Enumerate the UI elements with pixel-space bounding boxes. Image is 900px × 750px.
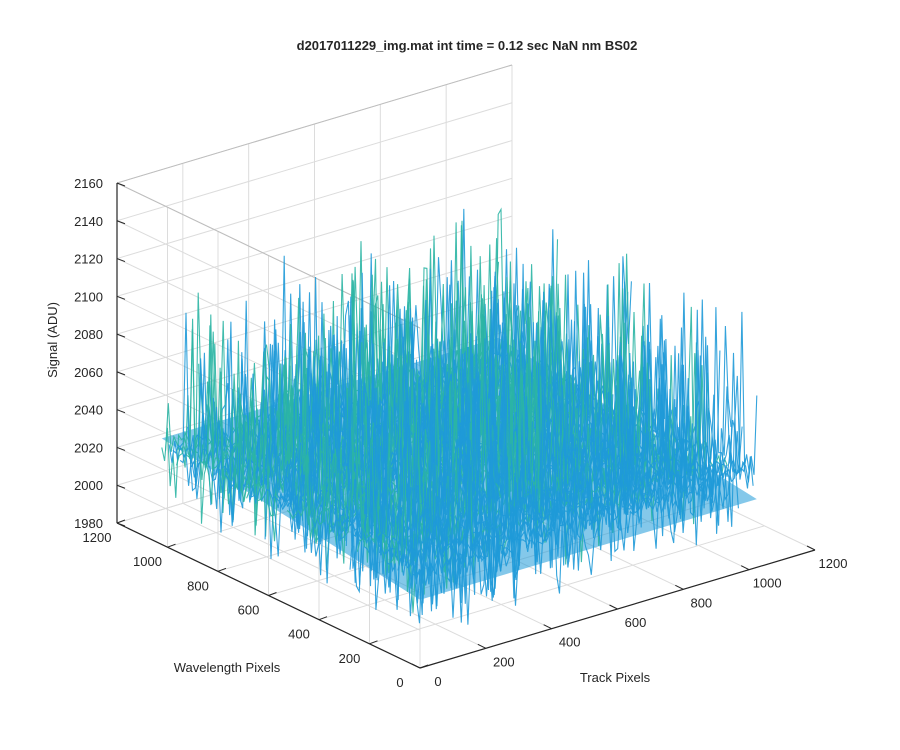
z-tick-mark (116, 522, 126, 527)
back-right-gridline-z (116, 215, 513, 335)
z-tick-mark (116, 484, 126, 489)
x-tick-label: 200 (493, 654, 515, 669)
back-left-gridline-z (116, 484, 421, 631)
back-top-edge (116, 182, 421, 329)
z-axis-label: Signal (ADU) (45, 302, 60, 378)
x-tick-label: 1200 (819, 556, 848, 571)
z-tick-mark (116, 295, 126, 300)
x-tick-label: 800 (690, 595, 712, 610)
z-tick-mark (116, 371, 126, 376)
x-tick-label: 400 (559, 635, 581, 650)
x-tick-mark (675, 584, 684, 590)
y-tick-label: 1000 (133, 554, 162, 569)
z-tick-mark (116, 182, 126, 187)
back-right-gridline-z (116, 177, 513, 297)
x-tick-label: 0 (434, 674, 441, 689)
z-tick-mark (116, 446, 126, 451)
y-tick-mark (116, 519, 126, 524)
back-right-gridline-z (116, 140, 513, 260)
axis-layer: 0 200 400 600 800 1000 1200 0 200 400 600 800 1000 12… (74, 176, 847, 690)
z-tick-label: 1980 (74, 516, 103, 531)
y-tick-label: 800 (187, 578, 209, 593)
z-tick-label: 2140 (74, 214, 103, 229)
x-tick-mark (543, 624, 552, 630)
y-tick-label: 1200 (83, 530, 112, 545)
z-tick-label: 2000 (74, 478, 103, 493)
y-tick-mark (268, 592, 277, 596)
surface-layer (161, 207, 758, 625)
y-tick-mark (318, 616, 328, 621)
z-tick-mark (116, 258, 126, 263)
y-tick-label: 200 (339, 651, 361, 666)
surface-trace (401, 307, 739, 605)
y-tick-label: 0 (396, 675, 403, 690)
back-top-edge (116, 64, 513, 184)
z-tick-mark (116, 220, 126, 225)
back-right-gridline-z (116, 102, 513, 222)
z-tick-mark (116, 409, 126, 414)
z-tick-label: 2040 (74, 403, 103, 418)
x-tick-label: 1000 (753, 576, 782, 591)
z-tick-label: 2080 (74, 327, 103, 342)
x-tick-mark (609, 604, 618, 610)
x-tick-label: 600 (625, 615, 647, 630)
z-tick-label: 2060 (74, 365, 103, 380)
surface-trace (416, 311, 754, 623)
y-tick-label: 400 (288, 627, 310, 642)
z-tick-label: 2160 (74, 176, 103, 191)
x-tick-mark (806, 545, 816, 551)
surface-trace (412, 368, 750, 591)
z-tick-label: 2100 (74, 289, 103, 304)
y-tick-mark (369, 640, 378, 645)
x-tick-mark (477, 643, 487, 649)
x-axis-label: Track Pixels (580, 670, 651, 685)
z-tick-label: 2020 (74, 440, 103, 455)
floor-gridline-y (369, 525, 765, 645)
surface-trace (397, 345, 736, 604)
surface-trace (419, 395, 758, 607)
y-axis-label: Wavelength Pixels (174, 660, 281, 675)
y-tick-mark (217, 567, 227, 572)
y-tick-mark (167, 543, 176, 548)
chart-title: d2017011229_img.mat int time = 0.12 sec … (297, 38, 638, 53)
z-tick-label: 2120 (74, 252, 103, 267)
x-tick-mark (411, 663, 421, 669)
y-tick-label: 600 (238, 603, 260, 618)
x-tick-mark (740, 565, 750, 571)
z-tick-mark (116, 333, 126, 338)
y-tick-mark (419, 664, 429, 669)
